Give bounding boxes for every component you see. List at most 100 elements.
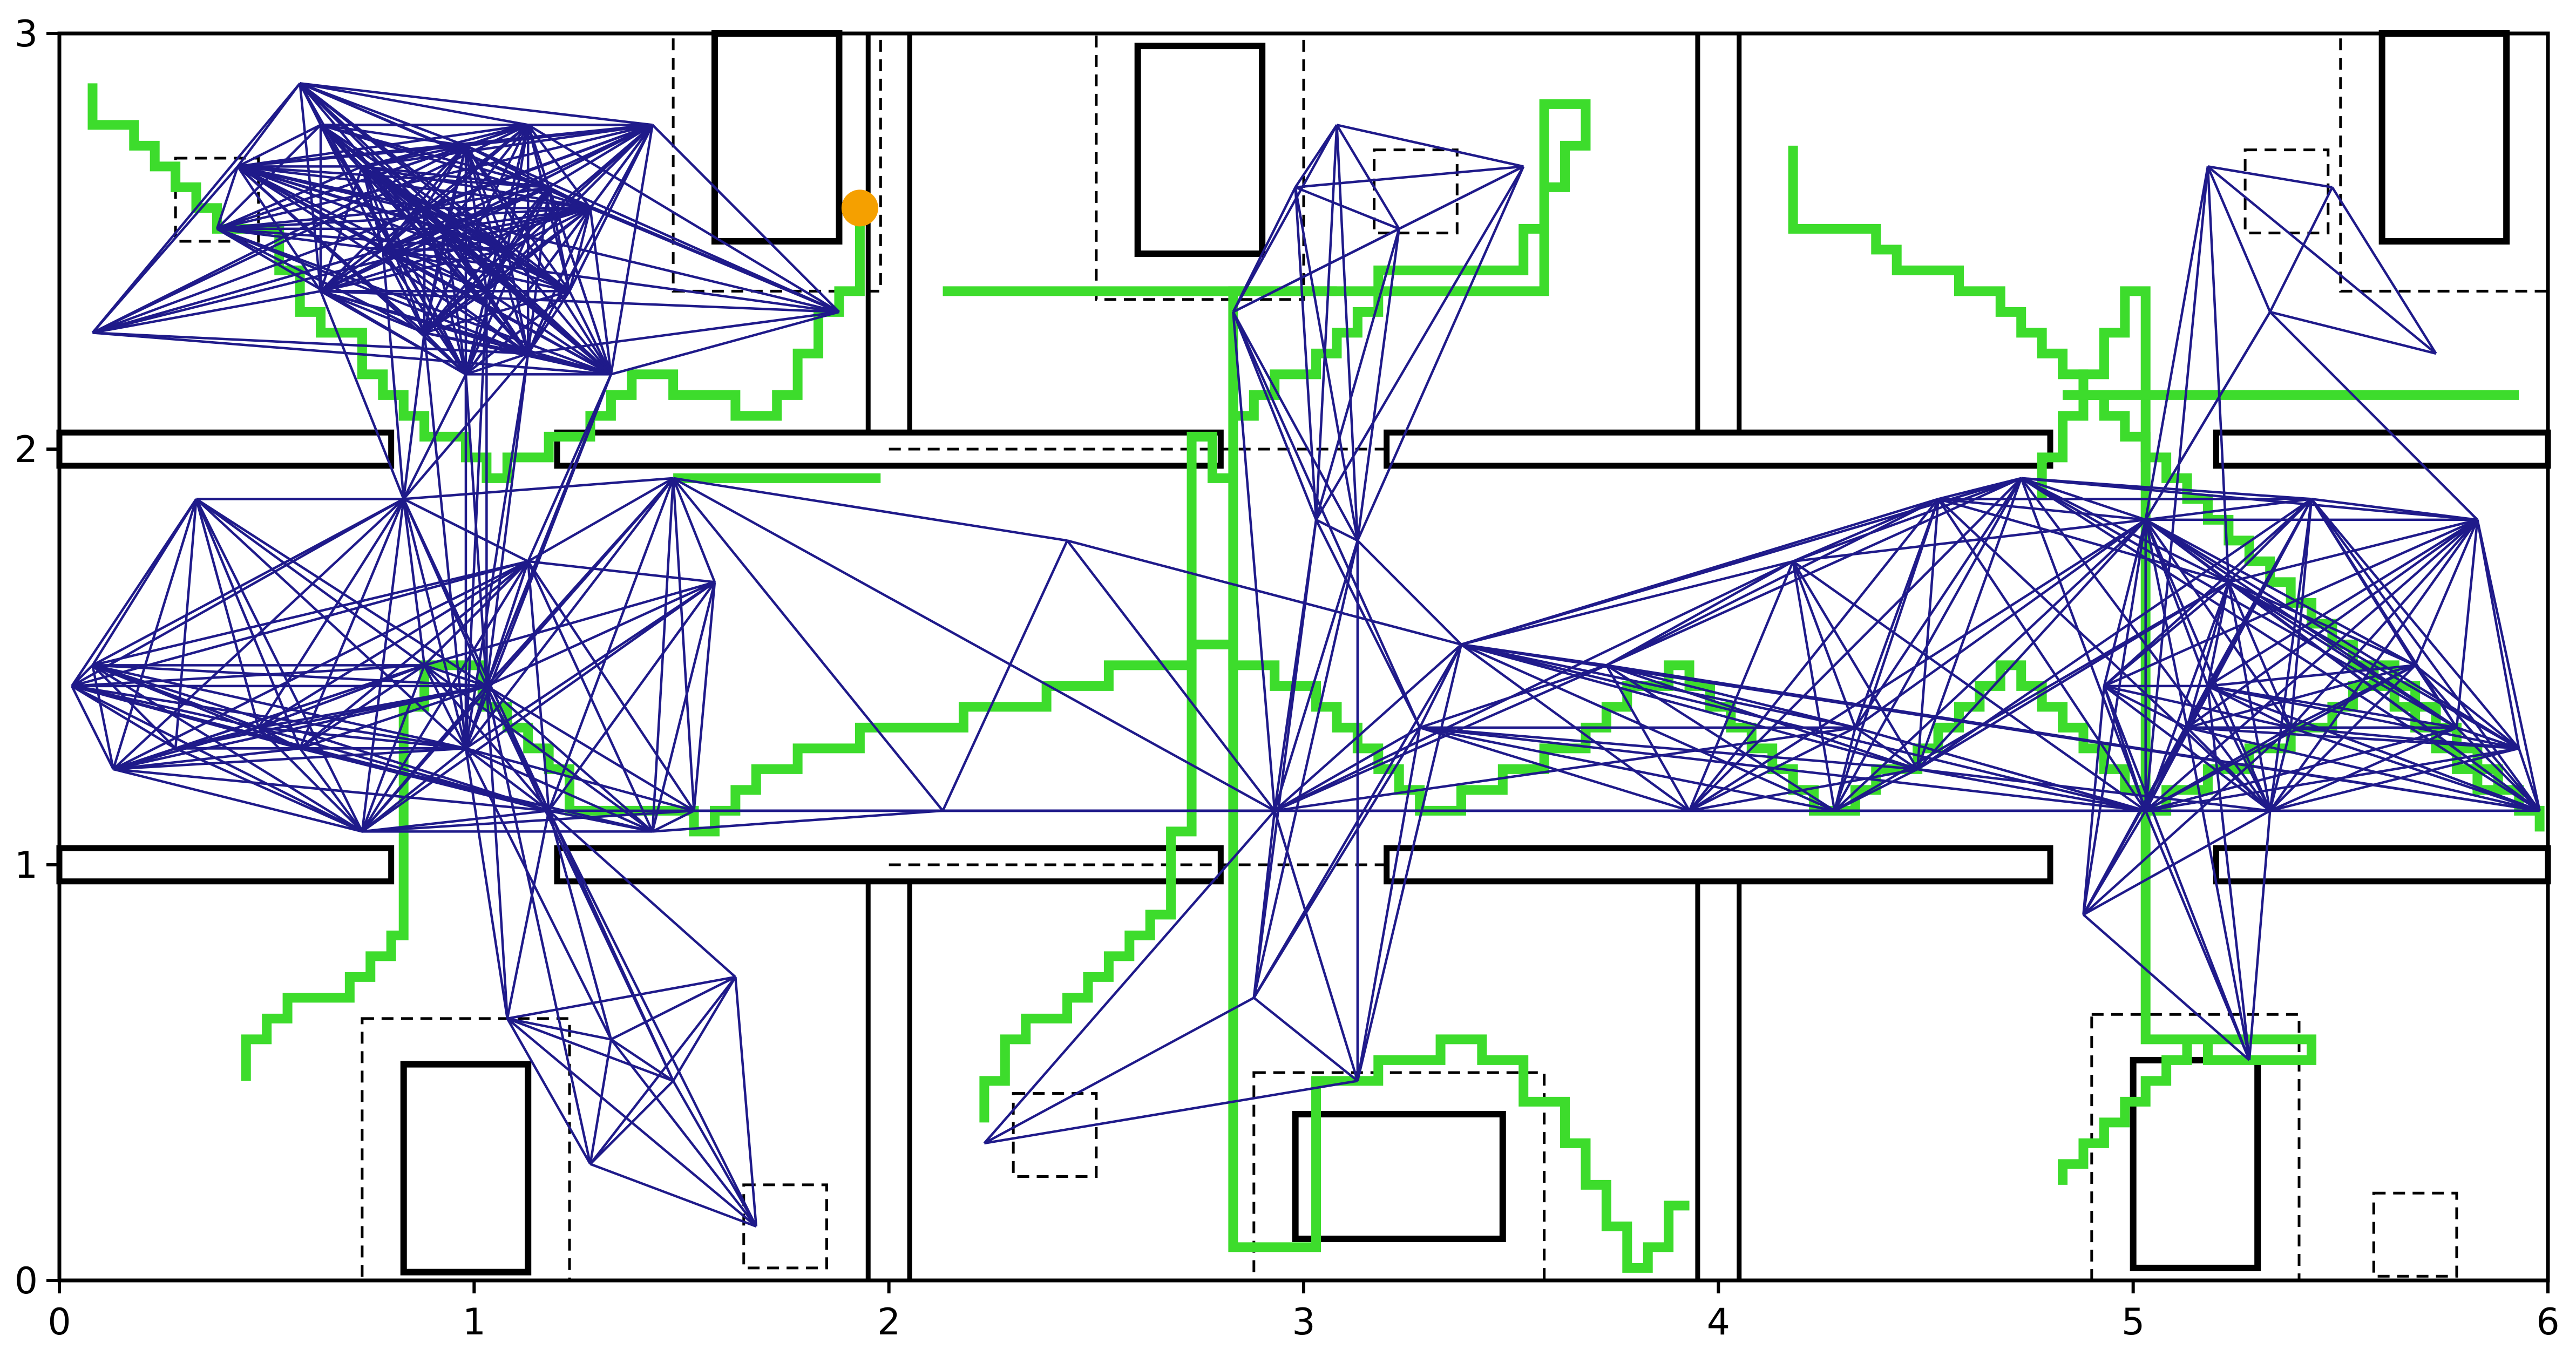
graph-edge <box>2310 498 2520 749</box>
graph-edge <box>1916 581 2229 770</box>
graph-edge <box>92 290 321 334</box>
graph-edge <box>652 809 943 833</box>
graph-edge <box>464 290 488 375</box>
graph-edge <box>485 353 530 687</box>
graph-edge <box>423 665 467 749</box>
graph-edge <box>1294 187 1318 520</box>
graph-edge <box>527 124 840 313</box>
graph-edge <box>609 125 654 375</box>
x-tick-label: 3 <box>1292 1301 1315 1344</box>
graph-edge <box>320 124 550 189</box>
graph-edge <box>361 560 530 832</box>
graph-edge <box>320 124 466 147</box>
graph-edge <box>486 684 695 812</box>
x-tick-label: 2 <box>877 1301 900 1344</box>
dashed-region <box>742 1183 828 1270</box>
graph-edge <box>1419 726 2146 812</box>
graph-edge <box>1606 664 2540 812</box>
graph-edge <box>403 498 529 562</box>
graph-edge <box>2310 498 2541 812</box>
graph-edge <box>402 499 426 666</box>
graph-edge <box>1606 664 1856 729</box>
graph-edge <box>1232 311 1276 811</box>
graph-edge <box>527 207 592 354</box>
graph-edge <box>610 1038 674 1082</box>
graph-edge <box>527 124 654 354</box>
graph-edge <box>2103 518 2478 687</box>
graph-edge <box>1792 561 1836 811</box>
graph-edge <box>2187 726 2519 750</box>
graph-edge <box>610 975 736 1041</box>
graph-edge <box>2331 186 2437 355</box>
graph-edge <box>361 165 529 355</box>
graph-edge <box>216 227 425 334</box>
graph-edge <box>113 747 300 771</box>
graph-edge <box>423 228 446 333</box>
graph-edge <box>299 684 487 750</box>
graph-edge <box>464 748 612 1040</box>
graph-edge <box>1067 539 1462 646</box>
graph-edge <box>216 124 653 230</box>
graph-edge <box>1252 540 1359 998</box>
graph-edge <box>1792 498 1939 562</box>
graph-edge <box>507 975 736 1020</box>
graph-edge <box>2021 477 2229 584</box>
graph-edge <box>2310 498 2417 666</box>
graph-edge <box>1295 165 1524 189</box>
x-tick-label: 0 <box>48 1301 71 1344</box>
graph-edge <box>2144 166 2209 811</box>
graph-edge <box>237 124 322 168</box>
graph-edge <box>1252 727 1421 999</box>
graph-edge <box>2186 727 2271 812</box>
graph-edge <box>1273 810 1359 1082</box>
graph-edge <box>300 747 653 833</box>
graph-edge <box>2414 664 2520 750</box>
obstacle-box <box>1134 43 1266 257</box>
graph-edge <box>2207 165 2437 355</box>
graph-edge <box>1461 477 2022 646</box>
graph-edge <box>465 352 528 376</box>
marker-point <box>841 189 878 227</box>
graph-edge <box>610 1039 757 1228</box>
graph-edge <box>320 124 426 334</box>
graph-edge <box>92 331 612 376</box>
graph-edge <box>71 684 177 750</box>
graph-edge <box>589 1163 757 1228</box>
graph-edge <box>2289 519 2479 729</box>
graph-edge <box>2207 664 2416 688</box>
graph-edge <box>2021 477 2540 812</box>
graph-edge <box>485 686 592 1164</box>
graph-edge <box>2269 519 2479 812</box>
graph-edge <box>403 477 674 500</box>
graph-edge <box>506 810 550 1019</box>
graph-edge <box>424 290 570 334</box>
graph-edge <box>299 560 529 750</box>
graph-edge <box>2456 726 2519 750</box>
graph-edge <box>402 333 426 499</box>
graph-edge <box>92 248 383 334</box>
graph-edge <box>1419 726 1690 812</box>
graph-edge <box>1461 643 1856 729</box>
graph-edge <box>1461 643 2146 812</box>
graph-edge <box>2103 685 2271 812</box>
wall-segment <box>56 429 395 469</box>
obstacle-box <box>2130 1056 2261 1271</box>
graph-edge <box>673 477 1276 812</box>
graph-edge <box>611 310 840 376</box>
dashed-region <box>1095 32 1305 301</box>
graph-edge <box>506 125 530 250</box>
graph-edge <box>2021 477 2458 729</box>
graph-edge <box>2290 726 2540 812</box>
graph-edge <box>527 310 839 355</box>
graph-edge <box>71 498 404 687</box>
graph-edge <box>71 664 94 687</box>
graph-edge <box>175 664 425 750</box>
graph-edge <box>361 166 467 375</box>
graph-edge <box>2311 498 2478 521</box>
graph-edge <box>1792 561 1856 728</box>
graph-edge <box>2228 581 2458 729</box>
graph-edge <box>2228 581 2416 667</box>
graph-edge <box>423 186 550 334</box>
graph-edge <box>216 124 322 230</box>
